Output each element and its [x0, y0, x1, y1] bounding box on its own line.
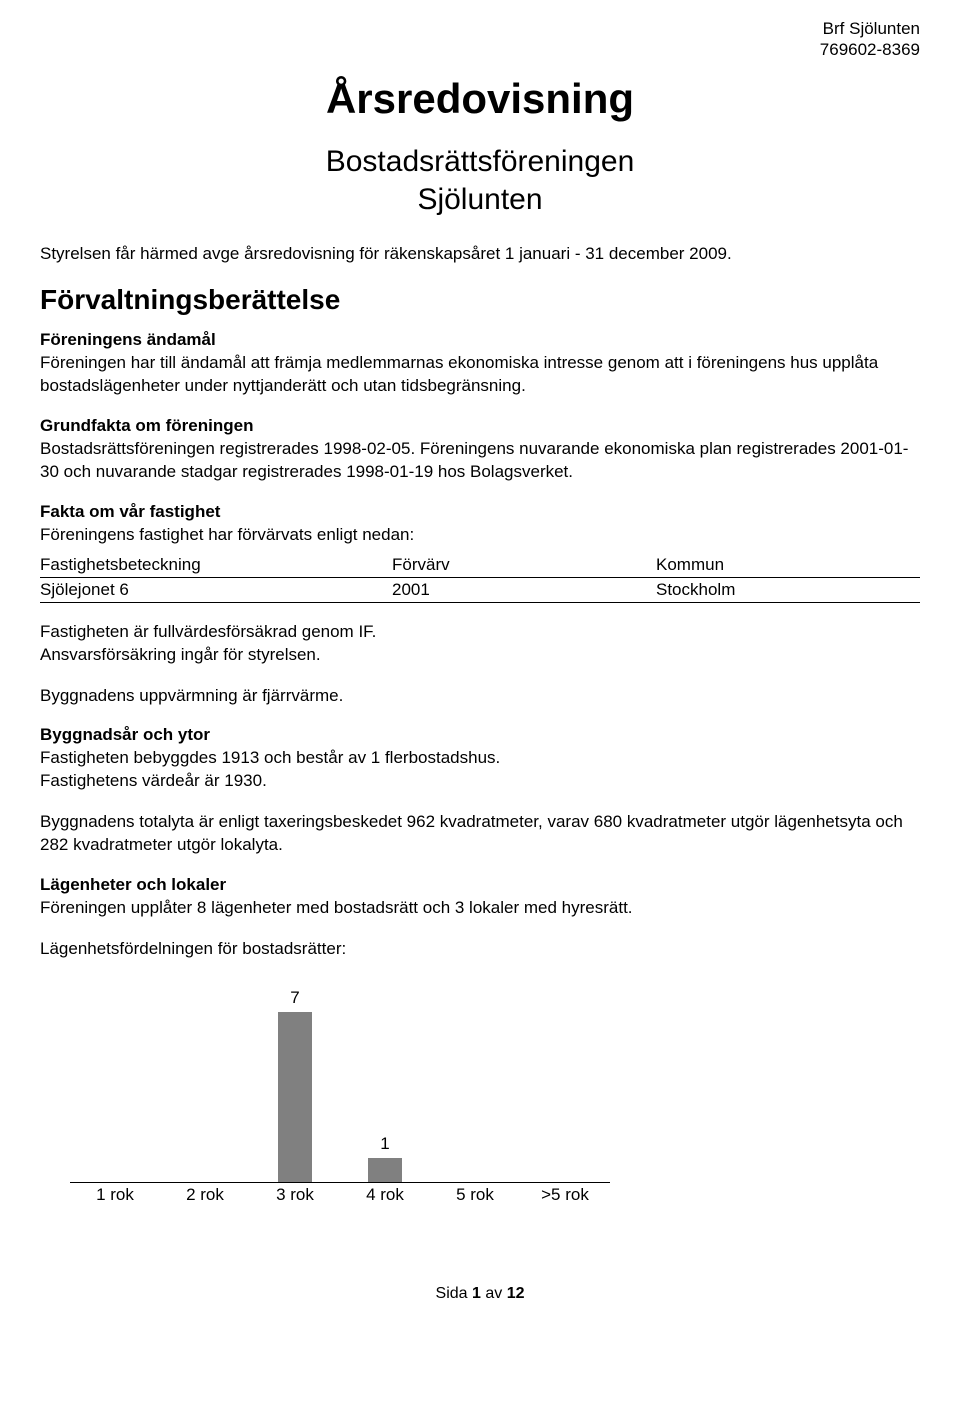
forvaltning-heading: Förvaltningsberättelse	[40, 284, 920, 316]
grundfakta-text: Bostadsrättsföreningen registrerades 199…	[40, 438, 920, 484]
table-row: Sjölejonet 6 2001 Stockholm	[40, 577, 920, 602]
chart-column: 2 rok	[160, 985, 250, 1205]
andamal-text: Föreningen har till ändamål att främja m…	[40, 352, 920, 398]
cell-forvarv: 2001	[392, 577, 656, 602]
main-title: Årsredovisning	[40, 75, 920, 123]
fakta-heading: Fakta om vår fastighet	[40, 502, 920, 522]
byggnad-heading: Byggnadsår och ytor	[40, 725, 920, 745]
sub-title: Bostadsrättsföreningen Sjölunten	[40, 143, 920, 218]
intro-text: Styrelsen får härmed avge årsredovisning…	[40, 243, 920, 266]
page-footer: Sida 1 av 12	[40, 1285, 920, 1303]
chart-column: 1 4 rok	[340, 985, 430, 1205]
chart-bar	[278, 1012, 312, 1182]
chart-x-label: 1 rok	[70, 1185, 160, 1205]
insurance-section: Fastigheten är fullvärdesförsäkrad genom…	[40, 621, 920, 667]
chart-column: 7 3 rok	[250, 985, 340, 1205]
chart-bar-value: 7	[250, 988, 340, 1008]
footer-current: 1	[472, 1285, 481, 1302]
sub-title-line1: Bostadsrättsföreningen	[326, 145, 635, 178]
dist-text: Lägenhetsfördelningen för bostadsrätter:	[40, 938, 920, 961]
liability-text: Ansvarsförsäkring ingår för styrelsen.	[40, 644, 920, 667]
chart-x-label: 4 rok	[340, 1185, 430, 1205]
grundfakta-heading: Grundfakta om föreningen	[40, 416, 920, 436]
grundfakta-section: Grundfakta om föreningen Bostadsrättsför…	[40, 416, 920, 484]
heating-text: Byggnadens uppvärmning är fjärrvärme.	[40, 685, 920, 708]
chart-x-label: >5 rok	[520, 1185, 610, 1205]
chart-bars: 1 rok2 rok 7 3 rok 1 4 rok5 rok>5 rok	[70, 985, 610, 1205]
chart-x-label: 5 rok	[430, 1185, 520, 1205]
byggnad-line1: Fastigheten bebyggdes 1913 och består av…	[40, 747, 920, 770]
table-header-row: Fastighetsbeteckning Förvärv Kommun	[40, 553, 920, 578]
andamal-section: Föreningens ändamål Föreningen har till …	[40, 330, 920, 398]
fakta-section: Fakta om vår fastighet Föreningens fasti…	[40, 502, 920, 547]
chart-column: >5 rok	[520, 985, 610, 1205]
footer-prefix: Sida	[436, 1285, 472, 1302]
chart-bar	[368, 1158, 402, 1182]
fakta-text: Föreningens fastighet har förvärvats enl…	[40, 524, 920, 547]
sub-title-line2: Sjölunten	[417, 183, 542, 216]
header-org-block: Brf Sjölunten 769602-8369	[820, 18, 920, 61]
chart-container: 1 rok2 rok 7 3 rok 1 4 rok5 rok>5 rok	[70, 985, 920, 1205]
cell-kommun: Stockholm	[656, 577, 920, 602]
chart-column: 5 rok	[430, 985, 520, 1205]
org-number: 769602-8369	[820, 39, 920, 60]
property-table: Fastighetsbeteckning Förvärv Kommun Sjöl…	[40, 553, 920, 603]
chart-column: 1 rok	[70, 985, 160, 1205]
byggnad-line2: Fastighetens värdeår är 1930.	[40, 770, 920, 793]
chart-bar-value: 1	[340, 1134, 430, 1154]
andamal-heading: Föreningens ändamål	[40, 330, 920, 350]
lagen-section: Lägenheter och lokaler Föreningen upplåt…	[40, 875, 920, 920]
col-forvarv: Förvärv	[392, 553, 656, 578]
col-kommun: Kommun	[656, 553, 920, 578]
insurance-text: Fastigheten är fullvärdesförsäkrad genom…	[40, 621, 920, 644]
chart-x-label: 2 rok	[160, 1185, 250, 1205]
page-container: Brf Sjölunten 769602-8369 Årsredovisning…	[0, 0, 960, 1343]
apartment-distribution-chart: 1 rok2 rok 7 3 rok 1 4 rok5 rok>5 rok	[70, 985, 610, 1205]
cell-fastighet: Sjölejonet 6	[40, 577, 392, 602]
area-text: Byggnadens totalyta är enligt taxeringsb…	[40, 811, 920, 857]
chart-x-label: 3 rok	[250, 1185, 340, 1205]
byggnad-section: Byggnadsår och ytor Fastigheten bebyggde…	[40, 725, 920, 793]
footer-middle: av	[481, 1285, 507, 1302]
lagen-heading: Lägenheter och lokaler	[40, 875, 920, 895]
lagen-text: Föreningen upplåter 8 lägenheter med bos…	[40, 897, 920, 920]
col-fastighet: Fastighetsbeteckning	[40, 553, 392, 578]
footer-total: 12	[507, 1285, 525, 1302]
org-name: Brf Sjölunten	[820, 18, 920, 39]
